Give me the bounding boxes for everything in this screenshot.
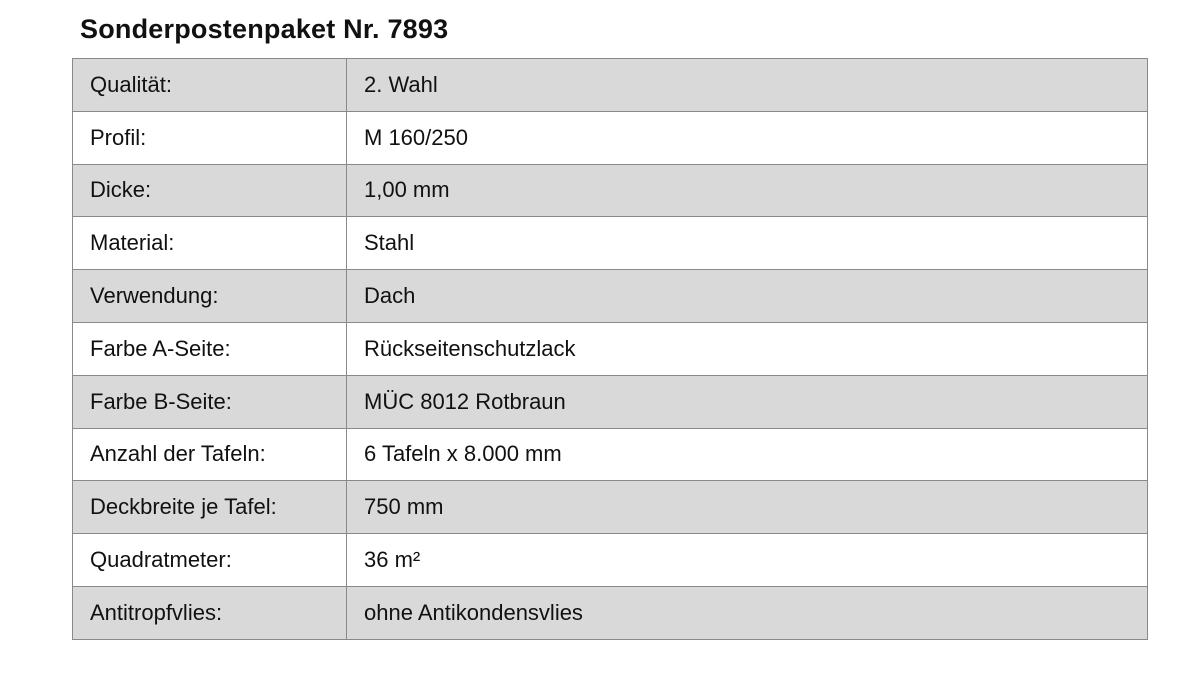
row-value: Dach [346,269,1148,323]
row-value: 36 m² [346,533,1148,587]
table-row: Deckbreite je Tafel: 750 mm [72,480,1148,535]
row-label: Antitropfvlies: [72,585,347,640]
table-row: Qualität: 2. Wahl [72,58,1148,112]
row-value: 2. Wahl [346,58,1148,112]
table-row: Dicke: 1,00 mm [72,163,1148,218]
table-row: Verwendung: Dach [72,269,1148,323]
row-value: ohne Antikondensvlies [346,585,1148,640]
row-label: Quadratmeter: [72,533,347,587]
row-value: 1,00 mm [346,163,1148,218]
row-value: Rückseitenschutzlack [346,321,1148,376]
row-label: Farbe A-Seite: [72,321,347,376]
row-label: Farbe B-Seite: [72,374,347,429]
table-row: Farbe B-Seite: MÜC 8012 Rotbraun [72,374,1148,429]
row-value: MÜC 8012 Rotbraun [346,374,1148,429]
table-row: Material: Stahl [72,216,1148,271]
row-value: M 160/250 [346,110,1148,165]
table-row: Profil: M 160/250 [72,110,1148,165]
row-value: Stahl [346,216,1148,271]
row-label: Verwendung: [72,269,347,323]
table-row: Quadratmeter: 36 m² [72,533,1148,587]
row-value: 6 Tafeln x 8.000 mm [346,427,1148,482]
table-row: Farbe A-Seite: Rückseitenschutzlack [72,321,1148,376]
row-label: Deckbreite je Tafel: [72,480,347,535]
page-title: Sonderpostenpaket Nr. 7893 [80,14,449,44]
row-label: Material: [72,216,347,271]
row-label: Qualität: [72,58,347,112]
row-label: Anzahl der Tafeln: [72,427,347,482]
row-value: 750 mm [346,480,1148,535]
row-label: Profil: [72,110,347,165]
table-row: Antitropfvlies: ohne Antikondensvlies [72,585,1148,640]
row-label: Dicke: [72,163,347,218]
table-row: Anzahl der Tafeln: 6 Tafeln x 8.000 mm [72,427,1148,482]
spec-table: Qualität: 2. Wahl Profil: M 160/250 Dicke: 1,… [72,58,1148,640]
